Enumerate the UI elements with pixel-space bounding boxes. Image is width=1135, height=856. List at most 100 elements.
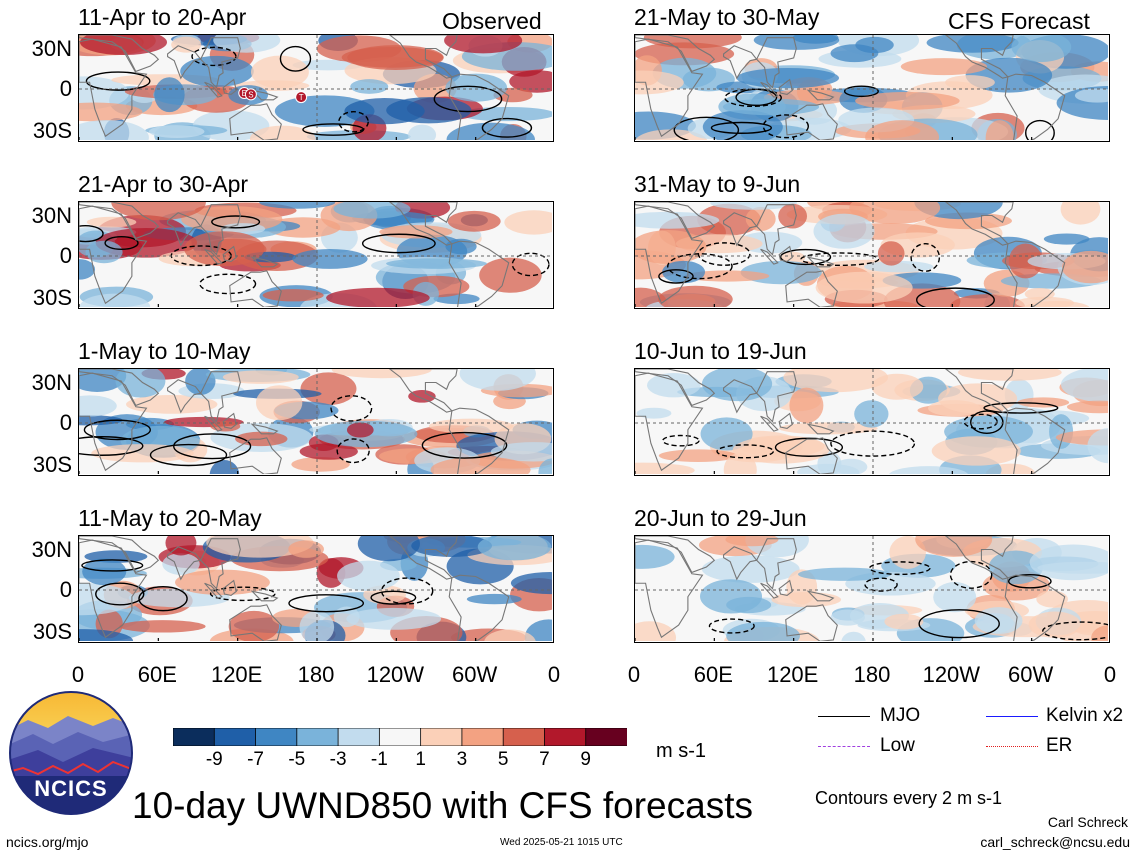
colorbar-swatch xyxy=(255,727,298,747)
wind-anomaly-blob xyxy=(79,395,117,417)
coastline xyxy=(79,536,160,574)
wind-anomaly-blob xyxy=(1036,590,1068,608)
coastline xyxy=(1004,73,1066,140)
wind-anomaly-blob xyxy=(350,79,389,94)
mjo-contour xyxy=(864,577,898,592)
colorbar-swatch xyxy=(461,727,505,747)
mjo-contour xyxy=(970,410,1004,434)
panel-title-fcst-3: 10-Jun to 19-Jun xyxy=(634,338,807,364)
wind-anomaly-blob xyxy=(1017,397,1070,408)
mjo-contour xyxy=(209,586,276,602)
wind-anomaly-blob xyxy=(510,572,552,595)
wind-anomaly-blob xyxy=(79,293,151,307)
coastline xyxy=(204,415,223,432)
mjo-contour xyxy=(138,586,188,612)
wind-anomaly-blob xyxy=(249,125,316,140)
lat-tick-label: 30N xyxy=(31,203,72,228)
map-field xyxy=(79,369,552,474)
colorbar xyxy=(172,727,628,747)
mjo-contour xyxy=(983,402,1059,414)
mjo-contour xyxy=(330,395,373,422)
lon-tick-label: 0 xyxy=(1103,662,1117,687)
wind-anomaly-blob xyxy=(635,230,707,264)
wind-anomaly-blob xyxy=(778,422,878,435)
wind-anomaly-blob xyxy=(797,463,860,474)
coastline xyxy=(755,37,797,89)
mjo-contour xyxy=(762,114,809,139)
coastline xyxy=(388,536,458,580)
coastline xyxy=(1004,240,1066,307)
coastline xyxy=(1004,574,1066,641)
lat-tick-label: 30N xyxy=(31,537,72,562)
wind-anomaly-blob xyxy=(900,58,988,76)
wind-anomaly-blob xyxy=(710,202,797,210)
wind-anomaly-blob xyxy=(815,271,913,304)
wind-anomaly-blob xyxy=(871,373,924,400)
wind-anomaly-blob xyxy=(950,294,1025,307)
coastline xyxy=(785,103,838,140)
coastline xyxy=(199,538,241,590)
wind-anomaly-blob xyxy=(466,593,522,605)
wind-anomaly-blob xyxy=(484,629,536,641)
colorbar-tick-label: 5 xyxy=(497,749,509,770)
main-title: 10-day UWND850 with CFS forecasts xyxy=(132,785,753,826)
colorbar-swatch xyxy=(420,727,463,747)
coastline xyxy=(635,38,704,138)
wind-anomaly-blob xyxy=(726,621,800,641)
wind-anomaly-blob xyxy=(430,456,531,474)
coastline xyxy=(388,369,458,413)
wind-anomaly-blob xyxy=(292,248,368,269)
wind-anomaly-blob xyxy=(889,466,969,474)
mjo-contour xyxy=(211,215,261,229)
wind-anomaly-blob xyxy=(288,540,324,558)
wind-anomaly-blob xyxy=(945,75,995,90)
wind-anomaly-blob xyxy=(256,385,303,421)
coastline xyxy=(723,379,758,414)
colorbar-swatch xyxy=(502,727,546,747)
wind-anomaly-blob xyxy=(408,124,437,140)
colorbar-swatch xyxy=(213,727,257,747)
legend-label-low: Low xyxy=(880,735,915,756)
map-panel-fcst-3 xyxy=(634,368,1110,476)
coastline xyxy=(760,81,779,98)
lat-tick-label: 0 xyxy=(59,410,72,435)
wind-anomaly-blob xyxy=(299,610,335,641)
wind-anomaly-blob xyxy=(213,35,281,53)
lon-tick-label: 180 xyxy=(297,662,335,687)
lat-tick-label: 30S xyxy=(32,285,72,310)
wind-anomaly-blob xyxy=(813,213,875,249)
lon-tick-label: 120W xyxy=(922,662,981,687)
wind-anomaly-blob xyxy=(849,202,941,224)
legend-label-er: ER xyxy=(1046,735,1073,756)
wind-anomaly-blob xyxy=(79,76,130,110)
wind-anomaly-blob xyxy=(175,569,270,596)
mjo-contour xyxy=(658,269,694,284)
wind-anomaly-blob xyxy=(413,73,457,104)
wind-anomaly-blob xyxy=(79,259,96,280)
legend-label-kelvin: Kelvin x2 xyxy=(1046,705,1124,726)
colorbar-tick-label: 3 xyxy=(456,749,468,770)
mjo-contour xyxy=(421,431,508,459)
wind-anomaly-blob xyxy=(635,211,720,229)
map-panel-fcst-2 xyxy=(634,201,1110,309)
wind-anomaly-blob xyxy=(209,460,240,474)
coastline xyxy=(806,89,835,101)
wind-anomaly-blob xyxy=(206,536,314,558)
wind-anomaly-blob xyxy=(180,55,254,87)
coastline xyxy=(635,202,716,240)
mjo-contour xyxy=(338,111,369,133)
mjo-contour xyxy=(191,46,237,67)
coastline xyxy=(167,45,202,80)
coastline xyxy=(760,582,779,599)
wind-anomaly-blob xyxy=(732,436,830,464)
legend-line-low xyxy=(818,746,870,747)
wind-anomaly-blob xyxy=(274,95,375,127)
wind-anomaly-blob xyxy=(1060,369,1108,403)
wind-anomaly-blob xyxy=(447,210,501,232)
colorbar-tick-label: -9 xyxy=(205,749,223,770)
coastline xyxy=(635,372,704,472)
mjo-contour xyxy=(95,582,145,606)
mjo-contour xyxy=(336,438,370,464)
colorbar-swatch xyxy=(172,727,216,747)
wind-anomaly-blob xyxy=(1060,202,1101,225)
